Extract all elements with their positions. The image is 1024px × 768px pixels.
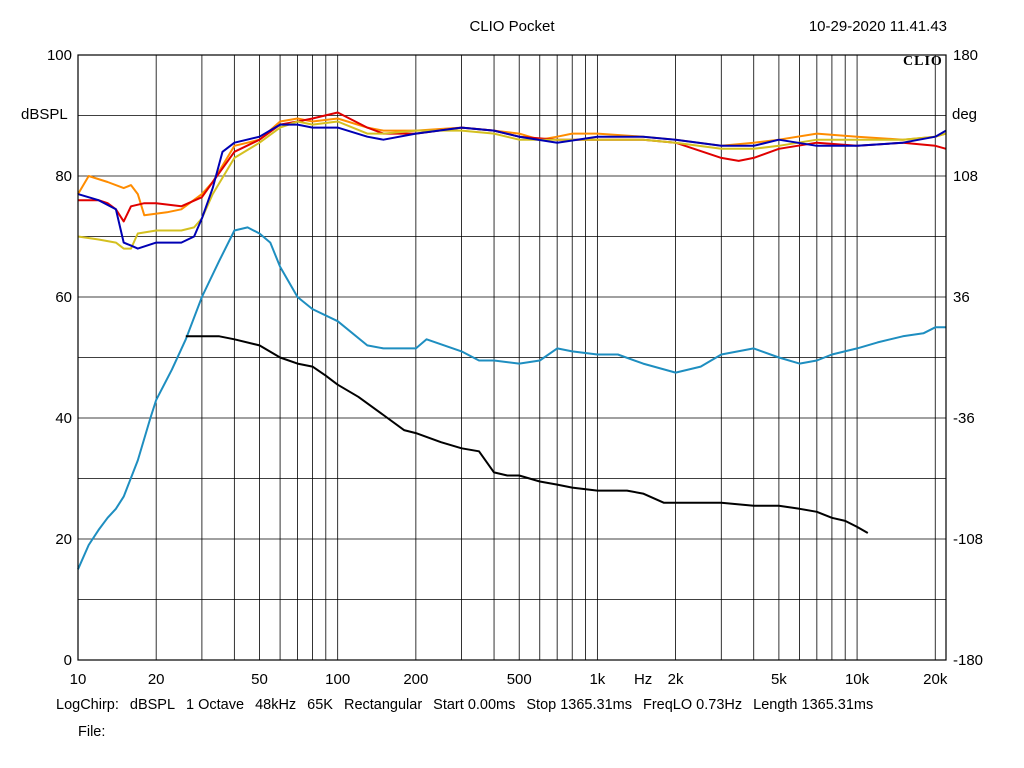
settings-item: 1 Octave — [186, 697, 245, 713]
settings-item: dBSPL — [129, 697, 176, 713]
x-tick-label: 5k — [771, 671, 787, 688]
y-tick-label: 60 — [55, 289, 72, 306]
settings-item: Stop 1365.31ms — [526, 697, 632, 713]
y2-tick-label: -36 — [953, 410, 975, 427]
x-tick-label: 10 — [70, 671, 87, 688]
file-label: File: — [78, 724, 106, 740]
settings-item: Length 1365.31ms — [753, 697, 874, 713]
y2-tick-label: 108 — [953, 168, 978, 185]
y2-tick-label: -108 — [953, 531, 983, 548]
x-tick-label: 100 — [325, 671, 350, 688]
y2-tick-label: -180 — [953, 652, 983, 669]
y-axis-label-right: deg — [952, 106, 978, 123]
series-line-3 — [77, 120, 947, 250]
timestamp: 10-29-2020 11.41.43 — [808, 18, 947, 35]
x-tick-label: 20 — [148, 671, 165, 688]
series-line-6 — [185, 335, 869, 534]
y2-tick-label: 36 — [953, 289, 970, 306]
y-tick-label: 80 — [55, 168, 72, 185]
chart-series — [77, 111, 947, 570]
frequency-response-chart: 10 20 50 100 200 500 1k Hz 2k 5k 10k 20k 0 20 40 60 80 10… — [47, 47, 983, 688]
series-line-4 — [77, 123, 947, 250]
series-line-1 — [77, 117, 947, 217]
series-line-2 — [78, 111, 947, 223]
series-line-5 — [77, 226, 946, 570]
x-tick-label: 50 — [251, 671, 268, 688]
y-tick-label: 20 — [55, 531, 72, 548]
chart-tick-labels: 10 20 50 100 200 500 1k Hz 2k 5k 10k 20k 0 20 40 60 80 10… — [47, 47, 983, 688]
x-tick-label: 10k — [845, 671, 870, 688]
x-tick-label: Hz — [634, 671, 652, 688]
plot-frame — [77, 54, 947, 661]
measurement-settings-bar: LogChirp: dBSPL 1 Octave 48kHz 65K Rectangula… — [56, 697, 884, 713]
settings-item: Rectangular — [343, 697, 423, 713]
x-tick-label: 200 — [403, 671, 428, 688]
app-title: CLIO Pocket — [469, 18, 555, 35]
y-tick-label: 100 — [47, 47, 72, 64]
clio-logo: CLIO — [903, 54, 943, 69]
x-tick-label: 1k — [589, 671, 605, 688]
settings-item: LogChirp: — [56, 697, 119, 713]
y-tick-label: 40 — [55, 410, 72, 427]
y2-tick-label: 180 — [953, 47, 978, 64]
settings-item: 65K — [307, 697, 333, 713]
settings-item: 48kHz — [255, 697, 297, 713]
y-tick-label: 0 — [64, 652, 72, 669]
x-tick-label: 500 — [507, 671, 532, 688]
x-tick-label: 2k — [668, 671, 684, 688]
x-tick-label: 20k — [923, 671, 948, 688]
settings-item: FreqLO 0.73Hz — [642, 697, 743, 713]
y-axis-label-left: dBSPL — [21, 106, 68, 123]
settings-item: Start 0.00ms — [433, 697, 516, 713]
